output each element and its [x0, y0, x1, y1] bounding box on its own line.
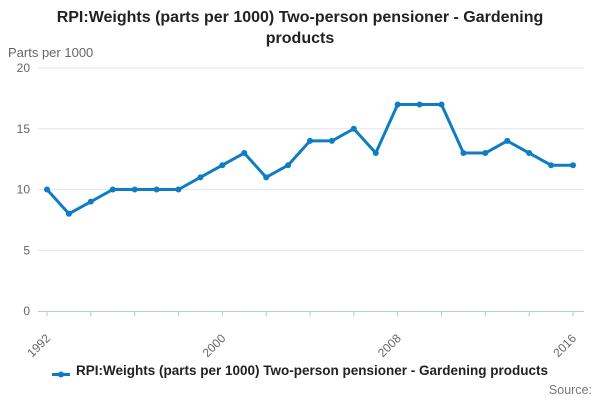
data-point-marker[interactable]: [416, 101, 423, 108]
x-tick-label: 1992: [24, 331, 53, 360]
data-point-marker[interactable]: [350, 125, 357, 132]
legend-label: RPI:Weights (parts per 1000) Two-person …: [75, 362, 549, 378]
data-point-marker[interactable]: [44, 186, 50, 193]
data-point-marker[interactable]: [482, 150, 489, 157]
x-tick-label: 2016: [550, 331, 579, 360]
source-label: Source:: [548, 383, 592, 397]
line-with-marker-icon: [51, 366, 70, 377]
data-point-marker[interactable]: [109, 186, 116, 193]
data-point-marker[interactable]: [285, 162, 292, 169]
data-point-marker[interactable]: [307, 137, 313, 144]
data-point-marker[interactable]: [65, 210, 72, 217]
data-point-marker[interactable]: [87, 198, 94, 205]
x-tick-label: 2008: [375, 331, 404, 360]
data-point-marker[interactable]: [526, 150, 533, 157]
data-point-marker[interactable]: [570, 162, 576, 169]
data-point-marker[interactable]: [219, 162, 226, 169]
y-tick-label: 0: [23, 304, 30, 318]
data-point-marker[interactable]: [460, 150, 467, 157]
data-point-marker[interactable]: [131, 186, 138, 193]
y-tick-label: 15: [17, 122, 31, 136]
y-tick-label: 10: [17, 183, 31, 197]
chart-title: RPI:Weights (parts per 1000) Two-person …: [56, 9, 544, 47]
y-tick-label: 5: [23, 243, 30, 257]
data-point-marker[interactable]: [263, 174, 270, 181]
data-point-marker[interactable]: [153, 186, 160, 193]
y-axis-unit-label: Parts per 1000: [8, 45, 94, 60]
series-line: [45, 102, 575, 216]
data-point-marker[interactable]: [438, 101, 445, 108]
legend-item[interactable]: RPI:Weights (parts per 1000) Two-person …: [0, 361, 600, 379]
data-point-marker[interactable]: [394, 101, 401, 108]
y-tick-label: 20: [17, 61, 31, 75]
data-point-marker[interactable]: [372, 150, 379, 157]
data-point-marker[interactable]: [241, 150, 248, 157]
data-point-marker[interactable]: [328, 137, 335, 144]
x-tick-label: 2000: [200, 331, 229, 360]
data-point-marker[interactable]: [548, 162, 555, 169]
data-point-marker[interactable]: [197, 174, 204, 181]
data-point-marker[interactable]: [504, 137, 511, 144]
data-point-marker[interactable]: [175, 186, 182, 193]
